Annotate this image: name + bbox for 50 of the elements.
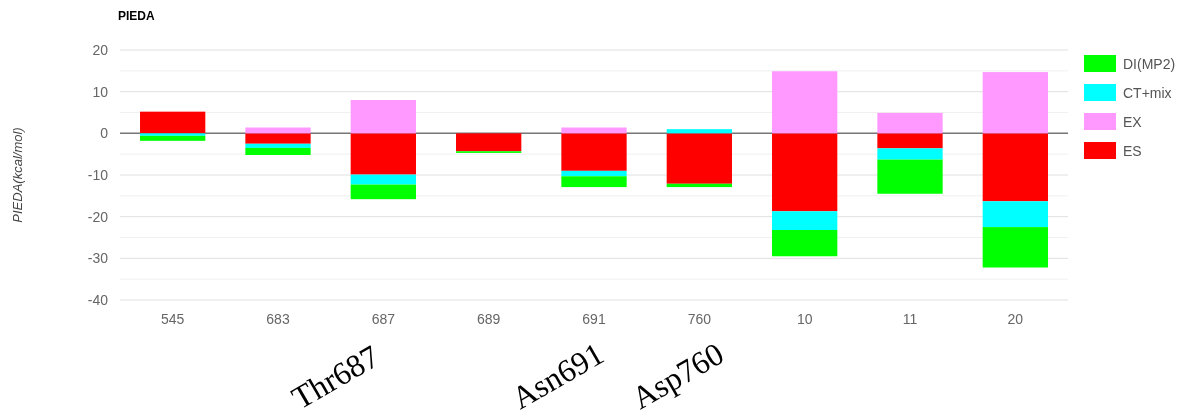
x-tick-label: 687 bbox=[371, 310, 396, 327]
bar bbox=[772, 133, 838, 212]
legend-label: EX bbox=[1123, 114, 1143, 130]
bar bbox=[877, 112, 943, 134]
bar bbox=[245, 133, 311, 144]
bar bbox=[350, 174, 416, 185]
y-tick-label: -40 bbox=[87, 291, 109, 308]
y-tick-label: -30 bbox=[87, 250, 109, 267]
bar bbox=[877, 159, 943, 194]
y-tick-label: 0 bbox=[100, 125, 109, 142]
bar bbox=[666, 133, 732, 184]
bar bbox=[982, 133, 1048, 202]
y-tick-label: -20 bbox=[87, 208, 109, 225]
chart-title: PIEDA bbox=[118, 9, 156, 23]
x-tick-label: 683 bbox=[266, 310, 290, 327]
y-tick-label: 20 bbox=[92, 41, 109, 58]
x-tick-label: 689 bbox=[476, 310, 501, 327]
legend-label: DI(MP2) bbox=[1123, 56, 1176, 72]
bar bbox=[561, 170, 627, 177]
bar bbox=[245, 147, 311, 155]
y-tick-label: -10 bbox=[87, 166, 109, 183]
bar bbox=[982, 72, 1048, 134]
bar bbox=[140, 135, 206, 141]
legend-label: CT+mix bbox=[1123, 85, 1172, 101]
bar bbox=[982, 201, 1048, 228]
x-tick-label: 20 bbox=[1007, 310, 1024, 327]
bar bbox=[140, 111, 206, 134]
x-tick-label: 545 bbox=[160, 310, 185, 327]
x-tick-label: 10 bbox=[796, 310, 813, 327]
bar bbox=[350, 100, 416, 134]
bar bbox=[140, 133, 206, 136]
legend-label: ES bbox=[1123, 143, 1142, 159]
bar bbox=[772, 211, 838, 230]
x-tick-label: 760 bbox=[687, 310, 712, 327]
bar bbox=[982, 227, 1048, 268]
y-tick-label: 10 bbox=[92, 83, 109, 100]
bar bbox=[456, 133, 522, 152]
bar bbox=[877, 148, 943, 160]
y-axis-title: PIEDA(kcal/mol) bbox=[10, 127, 25, 223]
bar bbox=[245, 143, 311, 148]
x-tick-label: 11 bbox=[902, 310, 918, 327]
bar bbox=[772, 230, 838, 257]
bar bbox=[350, 133, 416, 175]
bar bbox=[772, 71, 838, 134]
bar bbox=[561, 133, 627, 171]
bar bbox=[877, 133, 943, 149]
x-tick-label: 691 bbox=[582, 310, 606, 327]
bar bbox=[350, 184, 416, 200]
bar bbox=[561, 176, 627, 188]
bar bbox=[666, 129, 732, 134]
